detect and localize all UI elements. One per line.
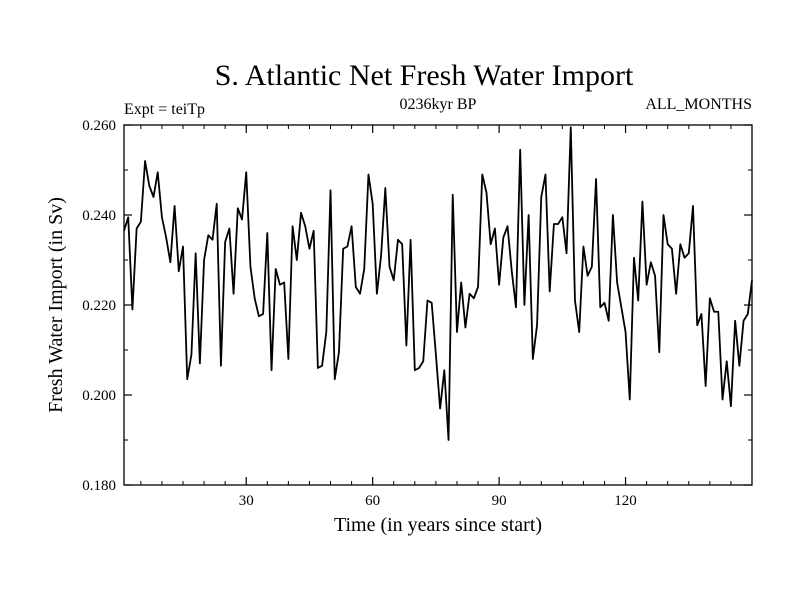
months-label: ALL_MONTHS bbox=[645, 96, 752, 113]
y-axis-label: Fresh Water Import (in Sv) bbox=[45, 197, 67, 413]
period-label: 0236kyr BP bbox=[400, 96, 477, 113]
plot-frame bbox=[123, 124, 753, 486]
y-tick-label: 0.260 bbox=[82, 118, 116, 134]
y-tick-label: 0.180 bbox=[82, 478, 116, 494]
x-tick-label: 120 bbox=[614, 493, 637, 509]
series bbox=[123, 126, 753, 441]
ticks: 30 60 90 120 0.180 0.200 0.220 0.240 0.260 bbox=[82, 118, 752, 509]
chart-title: S. Atlantic Net Fresh Water Import bbox=[215, 59, 634, 92]
y-tick-label: 0.240 bbox=[82, 208, 116, 224]
x-tick-label: 60 bbox=[365, 493, 380, 509]
x-tick-label: 30 bbox=[239, 493, 254, 509]
x-axis-label: Time (in years since start) bbox=[334, 514, 542, 536]
series-line bbox=[123, 126, 753, 441]
y-tick-label: 0.200 bbox=[82, 388, 116, 404]
experiment-label: Expt = teiTp bbox=[124, 101, 205, 118]
axes bbox=[123, 124, 753, 486]
y-tick-label: 0.220 bbox=[82, 298, 116, 314]
x-tick-label: 90 bbox=[492, 493, 507, 509]
